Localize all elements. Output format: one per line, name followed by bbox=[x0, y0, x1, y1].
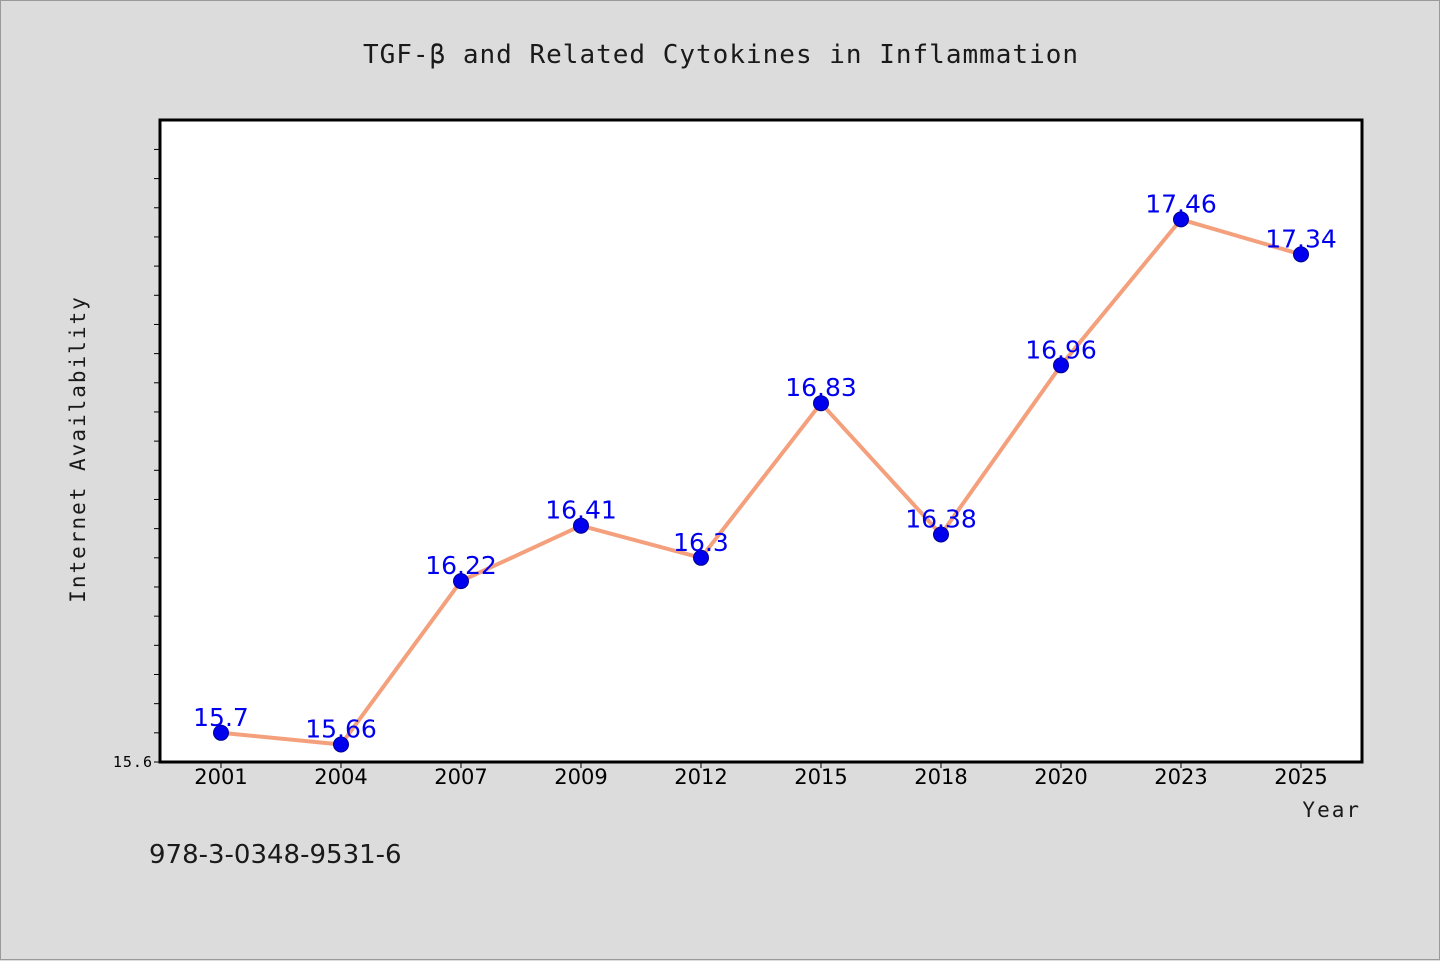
x-tick-label: 2015 bbox=[794, 765, 847, 789]
x-tick-label: 2020 bbox=[1034, 765, 1087, 789]
data-point bbox=[693, 549, 709, 566]
x-tick-label: 2004 bbox=[314, 765, 367, 789]
data-point bbox=[1173, 211, 1189, 228]
x-tick-label: 2007 bbox=[434, 765, 487, 789]
series-layer: 15.7 15.66 16.22 16.41 16.3 16.83 16.38 16.96 17… bbox=[193, 189, 1337, 753]
x-tick-label: 2025 bbox=[1274, 765, 1327, 789]
data-label: 15.7 bbox=[193, 703, 249, 732]
plot-area bbox=[158, 118, 1364, 764]
data-label: 15.66 bbox=[305, 715, 377, 744]
data-point bbox=[1293, 246, 1309, 263]
data-label: 16.41 bbox=[545, 496, 617, 525]
y-axis-ticks bbox=[154, 148, 160, 763]
data-point bbox=[933, 526, 949, 543]
data-label: 17.46 bbox=[1145, 189, 1217, 218]
data-point bbox=[333, 736, 349, 753]
x-tick-label: 2018 bbox=[914, 765, 967, 789]
x-tick-label: 2023 bbox=[1154, 765, 1207, 789]
data-point bbox=[813, 395, 829, 412]
y-axis-title: Internet Availability bbox=[66, 295, 90, 603]
chart-title: TGF-β and Related Cytokines in Inflammat… bbox=[363, 40, 1079, 70]
data-point bbox=[1053, 357, 1069, 374]
x-tick-label: 2012 bbox=[674, 765, 727, 789]
data-label: 16.83 bbox=[785, 373, 857, 402]
x-axis-title: Year bbox=[1302, 798, 1361, 822]
x-tick-label: 2009 bbox=[554, 765, 607, 789]
data-label: 16.22 bbox=[425, 551, 497, 580]
data-point bbox=[573, 517, 589, 534]
footer-code: 978-3-0348-9531-6 bbox=[149, 840, 402, 870]
data-label: 16.96 bbox=[1025, 335, 1097, 364]
data-label: 16.38 bbox=[905, 505, 977, 534]
data-point bbox=[213, 724, 229, 741]
x-tick-label: 2001 bbox=[194, 765, 247, 789]
data-label: 16.3 bbox=[673, 528, 729, 557]
x-axis-ticks: 2001 2004 2007 2009 2012 2015 2018 2020 2023 2025 bbox=[194, 762, 1328, 789]
data-point bbox=[453, 573, 469, 590]
series-line bbox=[219, 217, 1303, 747]
data-label: 17.34 bbox=[1265, 224, 1337, 253]
y-tick-label-min: 15.6 bbox=[113, 753, 153, 771]
